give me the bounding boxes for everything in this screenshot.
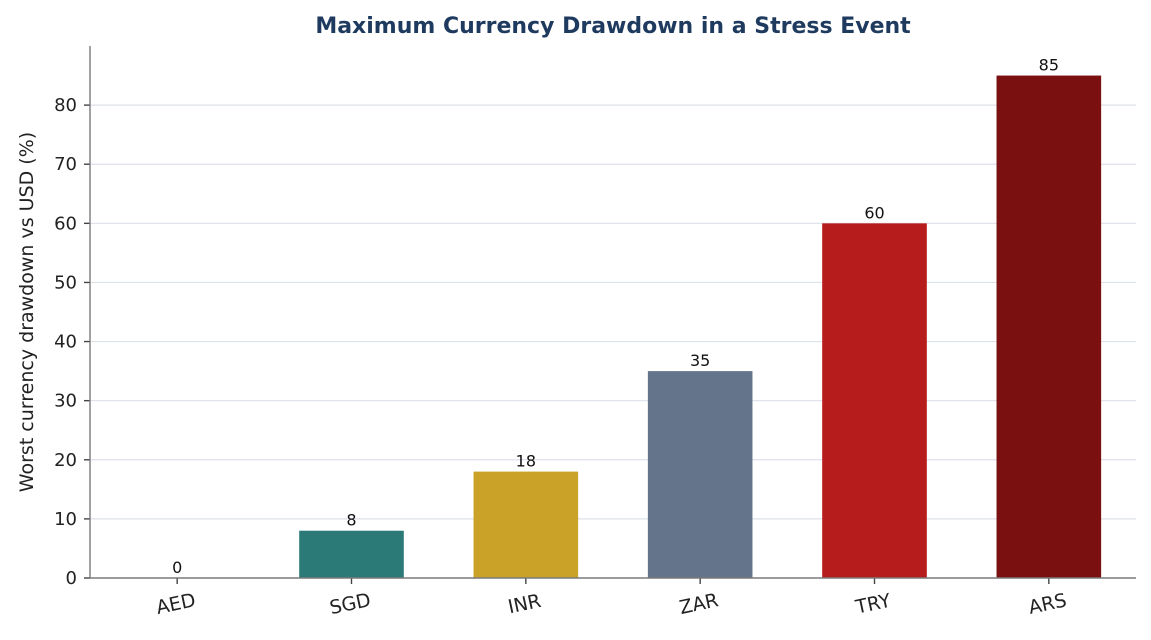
- data-label-inr: 18: [516, 452, 536, 471]
- bar-ars: [996, 75, 1102, 579]
- bar-zar: [647, 371, 753, 578]
- x-tick-label: INR: [506, 590, 543, 618]
- bar-inr: [473, 471, 579, 578]
- bar-sgd: [299, 530, 404, 578]
- y-tick-label: 10: [54, 509, 77, 530]
- x-tick-label: ARS: [1027, 589, 1069, 618]
- y-tick-label: 40: [54, 332, 77, 353]
- data-label-aed: 0: [172, 558, 182, 577]
- y-tick-label: 50: [54, 272, 77, 293]
- x-tick-label: SGD: [328, 589, 373, 619]
- y-tick-label: 30: [54, 391, 77, 412]
- x-tick-label: TRY: [853, 590, 893, 619]
- data-label-zar: 35: [690, 351, 710, 370]
- y-tick-label: 80: [54, 95, 77, 116]
- data-labels: 0 8 18 35 60 85: [172, 56, 1059, 577]
- x-tick-label: ZAR: [677, 589, 720, 619]
- bar-try: [822, 223, 927, 579]
- data-label-ars: 85: [1039, 56, 1059, 75]
- y-tick-label: 20: [54, 450, 77, 471]
- x-tick-label: AED: [154, 589, 197, 619]
- data-label-try: 60: [864, 203, 884, 222]
- y-tick-label: 0: [66, 568, 77, 589]
- data-label-sgd: 8: [346, 511, 356, 530]
- y-tick-label: 70: [54, 154, 77, 175]
- bars: [299, 75, 1102, 579]
- chart-title: Maximum Currency Drawdown in a Stress Ev…: [315, 14, 911, 39]
- y-axis-label: Worst currency drawdown vs USD (%): [16, 132, 38, 492]
- gridlines: [90, 104, 1136, 520]
- y-tick-label: 60: [54, 213, 77, 234]
